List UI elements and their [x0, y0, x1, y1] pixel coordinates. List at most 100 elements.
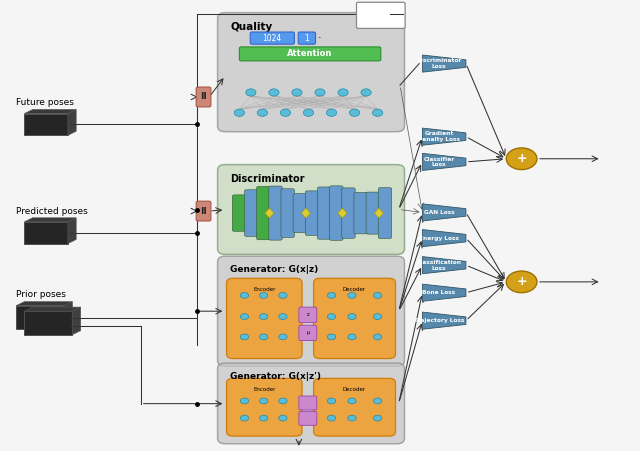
FancyBboxPatch shape [366, 192, 380, 234]
Polygon shape [301, 208, 310, 218]
Circle shape [279, 334, 287, 340]
FancyBboxPatch shape [342, 188, 355, 238]
FancyBboxPatch shape [299, 396, 317, 410]
FancyBboxPatch shape [299, 325, 317, 341]
Text: Decoder: Decoder [343, 387, 366, 392]
FancyBboxPatch shape [317, 187, 331, 239]
FancyBboxPatch shape [218, 363, 404, 444]
Circle shape [373, 415, 381, 421]
Polygon shape [422, 153, 466, 170]
Circle shape [373, 334, 381, 340]
Circle shape [506, 148, 537, 170]
FancyBboxPatch shape [250, 32, 294, 44]
Bar [24, 222, 68, 244]
Polygon shape [422, 257, 466, 274]
Circle shape [260, 398, 268, 404]
Circle shape [373, 293, 381, 299]
FancyBboxPatch shape [330, 186, 343, 240]
Circle shape [348, 415, 356, 421]
Text: Classification
Loss: Classification Loss [417, 260, 461, 271]
Text: 1024: 1024 [262, 34, 282, 42]
Circle shape [234, 109, 244, 116]
Circle shape [241, 334, 249, 340]
FancyBboxPatch shape [218, 256, 404, 366]
Text: Predicted poses: Predicted poses [16, 207, 88, 216]
Polygon shape [422, 128, 466, 145]
Circle shape [292, 89, 302, 96]
Polygon shape [72, 307, 81, 335]
Text: Encoder: Encoder [253, 287, 275, 292]
Circle shape [372, 109, 383, 116]
Polygon shape [422, 312, 466, 329]
Text: II: II [200, 207, 207, 216]
FancyBboxPatch shape [299, 411, 317, 425]
FancyBboxPatch shape [298, 32, 316, 44]
Circle shape [279, 415, 287, 421]
FancyBboxPatch shape [227, 278, 302, 359]
Text: μ: μ [307, 330, 309, 336]
Circle shape [348, 314, 356, 319]
Circle shape [315, 89, 325, 96]
Text: Generator: G(x|z): Generator: G(x|z) [230, 265, 319, 274]
Polygon shape [16, 302, 72, 306]
Polygon shape [24, 110, 76, 114]
Polygon shape [374, 208, 383, 218]
FancyBboxPatch shape [314, 278, 396, 359]
Circle shape [338, 89, 348, 96]
Circle shape [241, 293, 249, 299]
Circle shape [260, 334, 268, 340]
FancyBboxPatch shape [218, 165, 404, 254]
Text: Decoder: Decoder [343, 287, 366, 292]
Circle shape [327, 415, 336, 421]
FancyBboxPatch shape [305, 191, 319, 235]
Bar [24, 311, 72, 335]
Circle shape [348, 334, 356, 340]
Bar [16, 306, 64, 329]
FancyBboxPatch shape [269, 186, 282, 240]
Circle shape [269, 89, 279, 96]
Text: Trajectory Loss: Trajectory Loss [413, 318, 464, 323]
Text: Discriminator
Loss: Discriminator Loss [416, 58, 461, 69]
FancyBboxPatch shape [196, 87, 211, 107]
FancyBboxPatch shape [196, 201, 211, 221]
Circle shape [327, 398, 336, 404]
Text: Quality: Quality [230, 22, 273, 32]
Polygon shape [68, 110, 76, 135]
Polygon shape [64, 302, 72, 329]
Text: Generator: G(x|z'): Generator: G(x|z') [230, 372, 321, 381]
Text: Gradient
Penalty Loss: Gradient Penalty Loss [418, 131, 460, 142]
Polygon shape [422, 284, 466, 301]
FancyBboxPatch shape [218, 13, 404, 132]
Circle shape [327, 293, 336, 299]
Polygon shape [422, 204, 466, 221]
Circle shape [257, 109, 268, 116]
Circle shape [506, 271, 537, 293]
Text: ·: · [318, 33, 322, 43]
Text: Classifier
Loss: Classifier Loss [423, 156, 454, 167]
Circle shape [279, 293, 287, 299]
Circle shape [260, 293, 268, 299]
Polygon shape [338, 208, 347, 218]
FancyBboxPatch shape [378, 188, 392, 239]
Circle shape [327, 314, 336, 319]
Circle shape [361, 89, 371, 96]
Circle shape [348, 293, 356, 299]
Circle shape [241, 314, 249, 319]
FancyBboxPatch shape [257, 186, 270, 240]
Text: Attention: Attention [287, 50, 333, 58]
Circle shape [279, 398, 287, 404]
Bar [24, 114, 68, 135]
Polygon shape [24, 218, 76, 222]
Circle shape [246, 89, 256, 96]
Polygon shape [422, 230, 466, 247]
FancyBboxPatch shape [314, 378, 396, 436]
Polygon shape [265, 208, 274, 218]
Polygon shape [422, 55, 466, 72]
Circle shape [373, 314, 381, 319]
Circle shape [241, 415, 249, 421]
Text: Bone Loss: Bone Loss [422, 290, 456, 295]
Text: z: z [307, 312, 309, 318]
Circle shape [349, 109, 360, 116]
Text: Future poses: Future poses [16, 98, 74, 107]
Text: +: + [516, 276, 527, 288]
